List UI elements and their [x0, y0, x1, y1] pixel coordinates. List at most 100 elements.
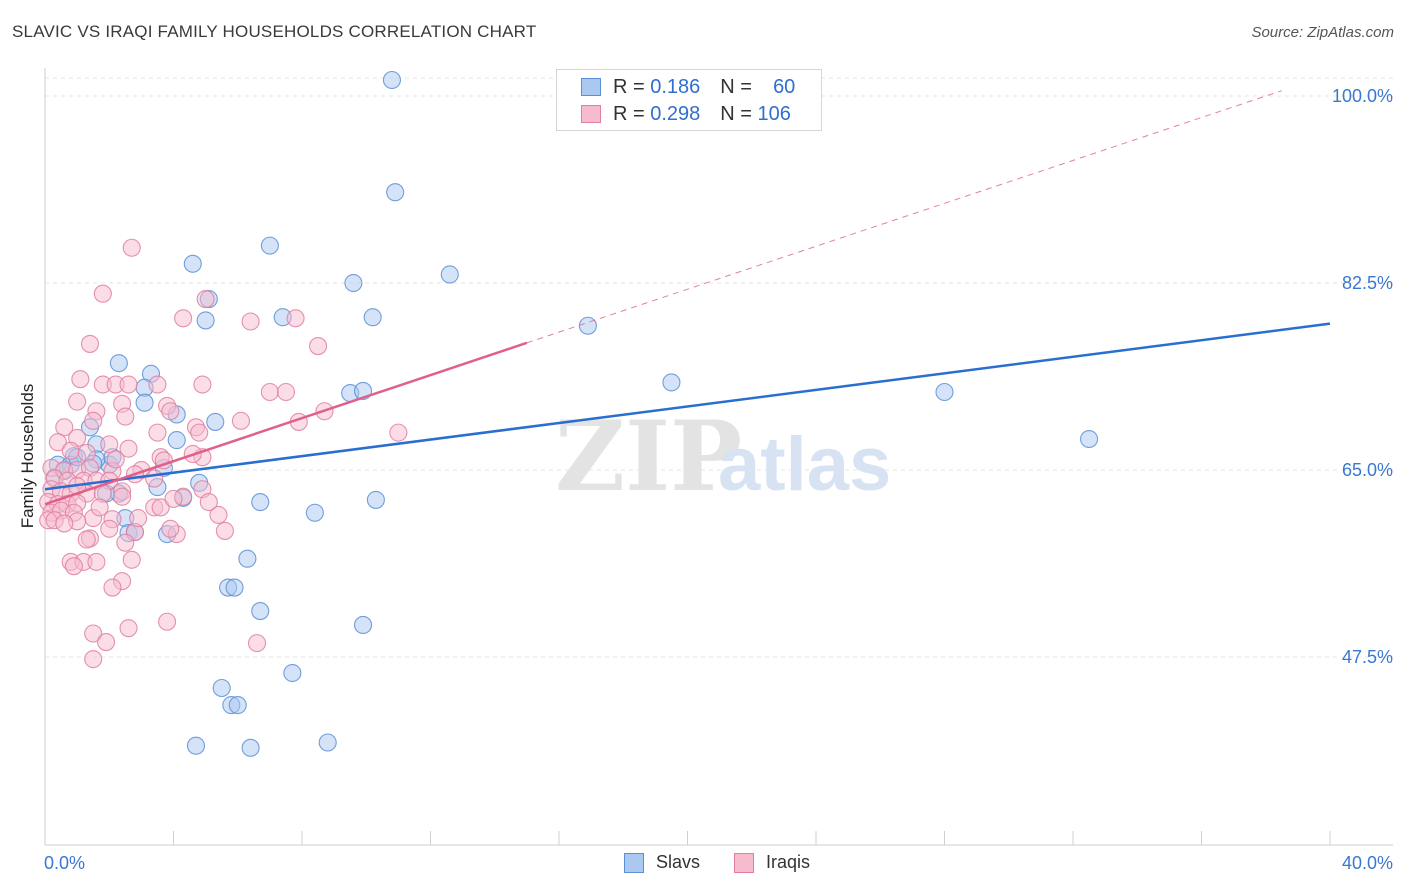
iraqis-point — [241, 312, 260, 331]
iraqis-point — [209, 505, 228, 524]
iraqis-point — [119, 375, 138, 394]
iraqis-point — [260, 382, 279, 402]
slavs-point — [167, 431, 186, 450]
slavs-point — [212, 678, 231, 698]
stats-legend: R = 0.186 N = 60 R = 0.298 N = 106 — [556, 69, 822, 131]
iraqis-point — [148, 423, 167, 442]
iraqis-point — [286, 309, 305, 328]
legend-n-value-slavs: 60 — [773, 75, 796, 98]
iraqis-point — [215, 521, 234, 540]
iraqis-point — [68, 392, 87, 411]
iraqis-point — [190, 423, 209, 442]
iraqis-point — [122, 550, 141, 569]
x-tick-label: 40.0% — [1342, 853, 1393, 873]
iraqis-point — [90, 498, 109, 517]
iraqis-point — [106, 450, 125, 469]
iraqis-point — [77, 443, 96, 462]
y-tick-label: 65.0% — [1342, 460, 1393, 480]
iraqis-trendline — [44, 341, 528, 506]
iraqis-point — [389, 423, 408, 442]
y-tick-label: 100.0% — [1332, 86, 1393, 106]
slavs-point — [1080, 429, 1099, 449]
slavs-point — [241, 738, 260, 757]
series-legend: Slavs Iraqis — [624, 852, 844, 873]
iraqis-point — [84, 650, 103, 669]
iraqis-point — [71, 370, 90, 389]
legend-row-slavs: R = 0.186 N = 60 — [581, 75, 795, 99]
watermark-atlas: atlas — [718, 422, 891, 507]
iraqis-point — [145, 469, 164, 488]
iraqis-point — [103, 578, 122, 597]
iraqis-point — [113, 487, 132, 506]
iraqis-point — [84, 624, 103, 643]
iraqis-point — [276, 382, 295, 402]
iraqis-point — [199, 493, 218, 512]
slavs-trendline — [44, 322, 1331, 491]
iraqis-point — [87, 552, 106, 571]
iraqis-point — [116, 407, 135, 426]
iraqis-point — [84, 411, 103, 430]
slavs-point — [578, 316, 597, 335]
iraqis-point — [93, 284, 112, 303]
slavs-legend-label: Slavs — [656, 852, 701, 872]
slavs-point — [344, 273, 363, 293]
series-legend-slavs: Slavs — [624, 852, 700, 873]
slavs-point — [363, 308, 382, 327]
y-tick-label: 47.5% — [1342, 647, 1393, 667]
slavs-point — [225, 578, 244, 597]
iraqis-point — [80, 334, 100, 353]
iraqis-point — [161, 402, 180, 421]
iraqis-point — [55, 514, 74, 533]
slavs-point — [109, 354, 128, 373]
legend-r-label: R = — [613, 75, 645, 98]
series-legend-iraqis: Iraqis — [734, 852, 810, 873]
slavs-point — [228, 696, 247, 715]
iraqis-point — [309, 337, 328, 356]
slavs-point — [935, 382, 954, 402]
slavs-point — [366, 490, 385, 509]
iraqis-legend-swatch — [734, 852, 755, 873]
slavs-point — [440, 265, 459, 284]
iraqis-point — [148, 375, 167, 394]
x-tick-label: 0.0% — [44, 853, 85, 873]
slavs-swatch — [581, 78, 601, 96]
slavs-point — [251, 602, 270, 621]
slavs-point — [662, 373, 681, 392]
slavs-point — [206, 412, 225, 431]
slavs-point — [135, 393, 154, 412]
slavs-point — [382, 70, 402, 90]
chart-title: SLAVIC VS IRAQI FAMILY HOUSEHOLDS CORREL… — [12, 22, 537, 41]
slavs-point — [238, 549, 257, 568]
iraqis-point — [48, 433, 67, 452]
legend-n-label: N = — [720, 102, 752, 125]
iraqis-point — [96, 632, 116, 652]
iraqis-trendline-extension — [526, 90, 1282, 344]
legend-r-value-slavs: 0.186 — [650, 75, 701, 98]
slavs-point — [260, 236, 279, 255]
slavs-point — [196, 311, 215, 330]
iraqis-point — [151, 498, 170, 517]
legend-n-value-iraqis: 106 — [757, 102, 791, 125]
legend-r-label: R = — [613, 102, 645, 125]
iraqis-point — [64, 557, 83, 576]
iraqis-point — [119, 619, 138, 638]
iraqis-point — [193, 375, 212, 394]
slavs-point — [283, 663, 302, 683]
iraqis-swatch — [581, 105, 601, 123]
slavs-point — [353, 615, 373, 635]
iraqis-point — [247, 634, 267, 653]
iraqis-point — [122, 238, 141, 257]
iraqis-point — [164, 489, 183, 508]
iraqis-point — [116, 533, 135, 552]
iraqis-point — [61, 441, 80, 460]
iraqis-point — [161, 519, 180, 538]
legend-r-value-iraqis: 0.298 — [650, 102, 701, 125]
iraqis-point — [77, 530, 96, 549]
y-tick-label: 82.5% — [1342, 273, 1393, 293]
iraqis-point — [196, 289, 215, 309]
iraqis-point — [55, 418, 74, 437]
source-label: Source: ZipAtlas.com — [1251, 24, 1394, 41]
legend-row-iraqis: R = 0.298 N = 106 — [581, 102, 791, 126]
slavs-point — [305, 503, 324, 522]
